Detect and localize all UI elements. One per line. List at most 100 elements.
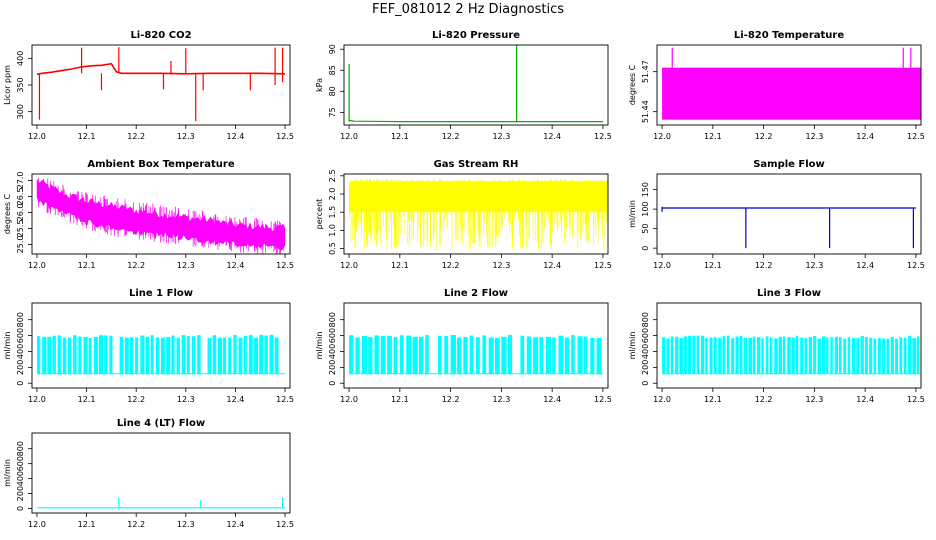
plot-area	[36, 47, 286, 122]
y-tick-label: 600	[16, 328, 25, 343]
flow-pulse	[916, 336, 920, 374]
y-axis-label: ml/min	[628, 200, 637, 228]
flow-pulse	[212, 335, 217, 374]
y-tick-label: 0	[16, 381, 25, 386]
y-tick-label: 27.0	[16, 171, 25, 189]
y-tick-label: 0.5	[328, 242, 337, 255]
x-tick-label: 12.3	[177, 261, 195, 270]
flow-pulse	[119, 336, 124, 374]
x-tick-label: 12.0	[653, 132, 671, 141]
flow-pulse	[418, 336, 424, 374]
flow-pulse	[726, 335, 730, 374]
plot-area	[36, 334, 286, 375]
y-tick-label: 200	[16, 360, 25, 375]
x-tick-label: 12.1	[78, 395, 96, 404]
x-tick-label: 12.5	[594, 261, 612, 270]
x-tick-label: 12.0	[28, 132, 46, 141]
y-tick-label: 2.5	[328, 169, 337, 182]
y-tick-label: 25.0	[16, 235, 25, 253]
flow-pulse	[140, 335, 145, 374]
chart-title: Li-820 CO2	[130, 30, 191, 41]
plot-frame	[31, 302, 291, 389]
flow-pulse	[374, 335, 379, 374]
flow-pulse	[856, 337, 860, 374]
flow-pulse	[834, 336, 838, 374]
x-tick-label: 12.4	[227, 395, 245, 404]
plot-area	[662, 335, 921, 375]
plot-frame	[31, 432, 291, 514]
flow-pulse	[507, 334, 513, 374]
flow-pulse	[412, 336, 418, 374]
y-axis-label: ml/min	[3, 459, 12, 487]
flow-pulse	[380, 335, 386, 374]
flow-pulse	[176, 337, 180, 374]
flow-pulse	[197, 335, 201, 374]
x-tick-label: 12.3	[805, 395, 823, 404]
y-tick-label: 0	[641, 381, 650, 386]
y-tick-label: 90	[328, 44, 337, 54]
y-tick-label: 0	[641, 246, 650, 251]
flow-pulse	[269, 334, 274, 374]
y-tick-label: 0	[328, 381, 337, 386]
x-tick-label: 12.1	[78, 132, 96, 141]
y-tick-label: 0	[16, 506, 25, 511]
plot-area	[349, 178, 608, 251]
x-tick-label: 12.2	[127, 132, 145, 141]
flow-pulse	[425, 334, 429, 374]
flow-pulse	[774, 338, 778, 374]
x-tick-label: 12.4	[543, 395, 561, 404]
y-tick-label: 100	[641, 201, 650, 216]
y-tick-label: 80	[328, 86, 337, 96]
y-tick-label: 800	[328, 312, 337, 327]
y-tick-label: 400	[16, 344, 25, 359]
plot-area	[36, 177, 286, 254]
chart-title: Gas Stream RH	[434, 159, 519, 170]
x-tick-label: 12.2	[127, 261, 145, 270]
y-axis-label: percent	[315, 199, 324, 230]
flow-pulse	[387, 335, 392, 374]
flow-pulse	[42, 336, 47, 374]
x-tick-label: 12.1	[391, 395, 409, 404]
flow-pulse	[873, 338, 877, 374]
y-axis-label: ml/min	[315, 332, 324, 360]
y-tick-label: 51.44	[641, 100, 650, 123]
x-tick-label: 12.3	[492, 261, 510, 270]
chart-title: Li-820 Pressure	[432, 30, 520, 41]
flow-pulse	[713, 337, 717, 374]
x-tick-label: 12.1	[704, 132, 722, 141]
flow-pulse	[217, 337, 223, 374]
flow-pulse	[444, 336, 449, 374]
flow-pulse	[696, 335, 700, 374]
flow-pulse	[583, 336, 588, 374]
flow-pulse	[800, 337, 804, 374]
x-tick-label: 12.1	[391, 132, 409, 141]
flow-pulse	[795, 335, 799, 374]
flow-pulse	[254, 337, 259, 374]
y-axis-label: Licor ppm	[3, 65, 12, 105]
flow-pulse	[495, 337, 500, 374]
chart-panel-8: Line 2 Flow ml/min 12.0 12.1 12.2 12.3 12.4 12.…	[315, 288, 612, 404]
flow-pulse	[456, 337, 462, 374]
y-tick-label: 75	[328, 107, 337, 117]
x-tick-label: 12.0	[28, 395, 46, 404]
flow-pulse	[577, 336, 583, 374]
flow-pulse	[731, 338, 735, 374]
flow-pulse	[62, 337, 67, 374]
x-tick-label: 12.3	[492, 132, 510, 141]
flow-pulse	[864, 336, 868, 374]
flow-pulse	[161, 337, 165, 374]
y-tick-label: 200	[641, 360, 650, 375]
chart-panel-2: Li-820 Pressure kPa 12.0 12.1 12.2 12.3 12.4 12…	[315, 30, 612, 141]
y-tick-label: 400	[641, 344, 650, 359]
y-tick-label: 300	[16, 104, 25, 119]
flow-pulse	[399, 335, 404, 374]
x-tick-label: 12.2	[127, 395, 145, 404]
flow-pulse	[88, 337, 92, 374]
flow-pulse	[908, 335, 912, 374]
flow-pulse	[722, 336, 726, 374]
x-tick-label: 12.4	[543, 261, 561, 270]
flow-pulse	[52, 335, 56, 374]
x-tick-label: 12.5	[907, 132, 925, 141]
chart-title: Line 4 (LT) Flow	[117, 418, 205, 429]
flow-pulse	[552, 337, 556, 374]
